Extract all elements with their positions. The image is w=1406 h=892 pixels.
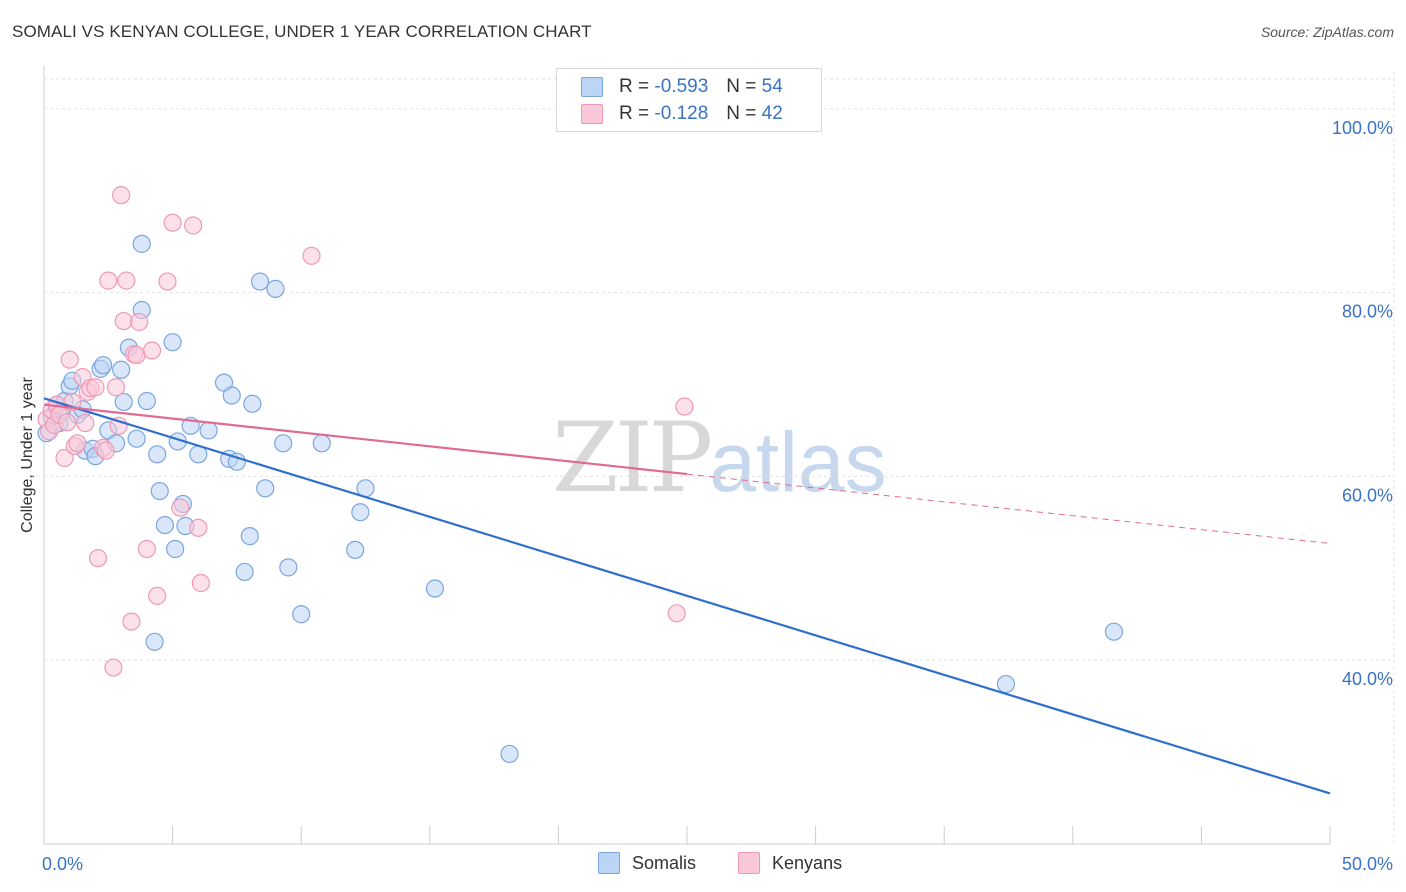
kenyans-n-label: N = (726, 103, 757, 124)
watermark-zip: ZIP (552, 402, 713, 514)
kenyans-trend-line (43, 403, 688, 476)
kenyans-point-27 (122, 612, 141, 631)
kenyans-r-value: -0.128 (654, 103, 709, 124)
somalis-point-18 (114, 392, 133, 412)
somalis-point-35 (199, 421, 218, 440)
somalis-point-38 (222, 386, 241, 405)
kenyans-point-35 (163, 213, 182, 232)
y-tick-label-3: 40.0% (1342, 669, 1393, 689)
kenyans-point-29 (127, 345, 146, 365)
somalis-point-43 (250, 272, 270, 291)
somalis-point-25 (148, 445, 167, 464)
x-tick-label-1: 50.0% (1342, 854, 1393, 874)
kenyans-point-34 (158, 272, 177, 291)
legend-row-kenyans: R = -0.128 N = 42 (581, 102, 783, 126)
somalis-point-44 (256, 479, 275, 498)
kenyans-point-31 (137, 539, 156, 559)
kenyans-trend-extension (686, 473, 1331, 544)
kenyans-point-38 (189, 518, 208, 537)
somalis-point-49 (312, 434, 331, 453)
kenyans-point-36 (171, 498, 190, 517)
kenyans-legend-swatch (738, 852, 761, 874)
somalis-legend-swatch (598, 852, 620, 874)
somalis-point-53 (425, 579, 445, 598)
kenyans-point-39 (191, 573, 210, 593)
somalis-point-42 (243, 394, 262, 413)
kenyans-point-20 (99, 271, 118, 290)
kenyans-point-22 (106, 378, 126, 397)
kenyans-n-value: 42 (761, 103, 783, 124)
kenyans-legend-label: Kenyans (772, 852, 843, 873)
legend-item-somalis[interactable]: Somalis (598, 852, 696, 874)
kenyans-point-33 (148, 586, 167, 605)
kenyans-point-21 (104, 658, 123, 677)
somalis-point-54 (500, 744, 519, 764)
correlation-legend: R = -0.593 N = 54 R = -0.128 N = 42 (556, 68, 822, 132)
kenyans-point-26 (117, 271, 136, 290)
watermark: ZIPatlas (552, 402, 887, 514)
y-tick-label-2: 60.0% (1342, 485, 1393, 505)
kenyans-point-40 (302, 246, 321, 265)
kenyans-point-30 (130, 312, 149, 332)
somalis-r-value: -0.593 (654, 76, 709, 97)
kenyans-point-32 (142, 341, 162, 360)
kenyans-swatch (581, 104, 603, 124)
kenyans-point-13 (76, 413, 95, 433)
somalis-point-26 (150, 481, 169, 501)
y-tick-label-0: 100.0% (1332, 118, 1393, 138)
somalis-point-51 (351, 503, 370, 522)
somalis-n-label: N = (726, 76, 757, 97)
somalis-point-50 (346, 540, 365, 560)
somalis-point-20 (127, 429, 146, 448)
kenyans-point-17 (88, 549, 108, 568)
x-tick-label-0: 0.0% (42, 854, 83, 874)
somalis-point-56 (1104, 622, 1124, 641)
somalis-point-17 (112, 360, 131, 379)
somalis-point-29 (166, 539, 185, 559)
kenyans-point-25 (114, 311, 133, 331)
y-tick-label-1: 80.0% (1342, 302, 1393, 322)
somalis-point-27 (155, 515, 174, 535)
somalis-swatch (581, 77, 603, 97)
somalis-point-24 (145, 632, 164, 651)
somalis-point-45 (266, 279, 285, 298)
somalis-r-label: R = (619, 76, 650, 97)
kenyans-point-24 (112, 186, 131, 205)
kenyans-point-11 (68, 434, 87, 453)
somalis-point-46 (274, 434, 293, 453)
kenyans-point-7 (58, 413, 77, 432)
somalis-n-value: 54 (761, 76, 783, 97)
series-legend: Somalis Kenyans (598, 852, 884, 874)
chart-title: SOMALI VS KENYAN COLLEGE, UNDER 1 YEAR C… (12, 22, 592, 41)
somalis-point-48 (292, 605, 311, 624)
somalis-point-39 (227, 452, 246, 471)
somalis-point-47 (279, 558, 298, 577)
somalis-point-28 (163, 333, 182, 352)
watermark-atlas: atlas (709, 415, 887, 509)
kenyans-point-19 (96, 441, 115, 460)
kenyans-point-37 (184, 216, 203, 235)
somalis-point-40 (235, 562, 254, 582)
kenyans-point-8 (60, 350, 79, 369)
kenyans-point-41 (667, 604, 686, 623)
kenyans-point-16 (86, 378, 105, 397)
somalis-point-41 (240, 527, 259, 546)
somalis-point-22 (132, 234, 151, 253)
somalis-legend-label: Somalis (632, 852, 697, 873)
kenyans-point-6 (55, 448, 74, 468)
kenyans-point-42 (675, 397, 694, 416)
somalis-point-14 (94, 356, 113, 375)
chart-source: Source: ZipAtlas.com (1260, 24, 1394, 40)
somalis-trend-line (43, 397, 1331, 795)
somalis-point-55 (996, 674, 1016, 694)
legend-row-somalis: R = -0.593 N = 54 (581, 75, 783, 99)
kenyans-r-label: R = (619, 103, 650, 124)
somalis-point-23 (137, 391, 156, 411)
legend-item-kenyans[interactable]: Kenyans (738, 852, 842, 874)
